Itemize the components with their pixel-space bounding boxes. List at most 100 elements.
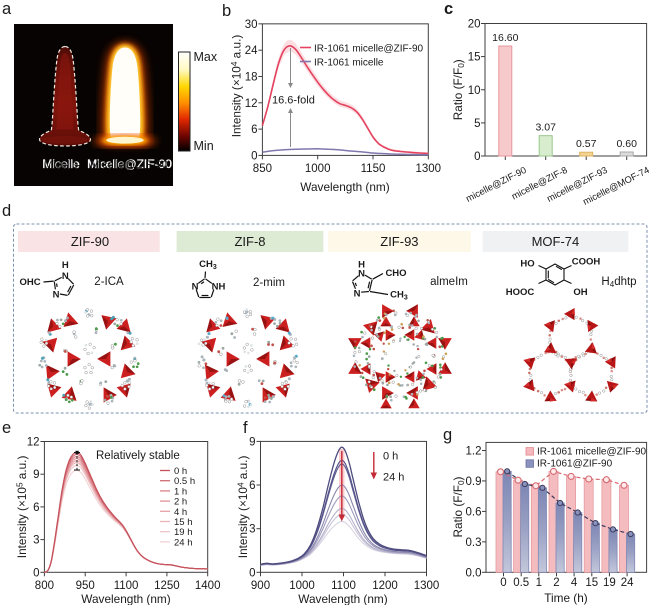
svg-text:N: N (62, 271, 69, 282)
svg-text:HOOC: HOOC (506, 287, 535, 298)
svg-text:3.07: 3.07 (535, 122, 556, 134)
svg-text:1: 1 (536, 577, 542, 589)
svg-text:3: 3 (33, 535, 39, 547)
svg-text:IR-1061@ZIF-90: IR-1061@ZIF-90 (537, 459, 613, 470)
svg-text:Micelle@ZIF-90: Micelle@ZIF-90 (87, 157, 172, 171)
svg-text:Intensity (×105 a.u.): Intensity (×105 a.u.) (15, 456, 29, 559)
svg-text:1.2: 1.2 (466, 446, 482, 458)
svg-text:3: 3 (249, 524, 255, 536)
svg-text:0.3: 0.3 (466, 537, 482, 549)
svg-text:24 h: 24 h (174, 537, 193, 548)
svg-text:0: 0 (500, 577, 506, 589)
svg-text:IR-1061 micelle@ZIF-90: IR-1061 micelle@ZIF-90 (314, 44, 424, 55)
svg-text:0 h: 0 h (174, 466, 187, 477)
svg-text:Micelle@ZIF-90: Micelle@ZIF-90 (90, 159, 168, 171)
svg-text:Time (h): Time (h) (544, 591, 588, 605)
svg-text:19 h: 19 h (174, 527, 193, 538)
svg-text:2-ICA: 2-ICA (94, 276, 124, 288)
svg-text:g: g (443, 426, 452, 444)
svg-text:CH3: CH3 (199, 259, 217, 271)
svg-text:0: 0 (33, 567, 39, 579)
svg-text:f: f (243, 419, 248, 437)
svg-text:18: 18 (245, 72, 258, 84)
svg-text:12: 12 (245, 98, 258, 110)
svg-text:1000: 1000 (289, 580, 315, 592)
svg-text:N: N (354, 289, 361, 300)
svg-text:5: 5 (474, 118, 480, 130)
svg-text:1400: 1400 (195, 580, 221, 592)
svg-text:H: H (358, 260, 365, 271)
svg-text:Relatively stable: Relatively stable (96, 450, 180, 462)
svg-text:6: 6 (33, 502, 39, 514)
svg-text:OHC: OHC (19, 277, 40, 288)
svg-text:H4dhtp: H4dhtp (601, 276, 636, 289)
svg-text:2: 2 (553, 577, 559, 589)
svg-text:Ratio (F/F0): Ratio (F/F0) (451, 59, 466, 120)
svg-text:15 h: 15 h (174, 517, 193, 528)
svg-text:HO: HO (520, 259, 534, 270)
svg-text:19: 19 (603, 577, 616, 589)
svg-text:1000: 1000 (305, 163, 331, 175)
svg-text:900: 900 (251, 580, 270, 592)
svg-text:OH: OH (573, 287, 587, 298)
svg-text:10: 10 (468, 85, 481, 97)
svg-text:Min: Min (194, 139, 214, 153)
svg-text:a: a (2, 0, 12, 18)
svg-text:0.5: 0.5 (513, 577, 529, 589)
svg-text:6: 6 (251, 124, 257, 136)
svg-text:Wavelength (nm): Wavelength (nm) (298, 592, 387, 605)
svg-text:800: 800 (35, 580, 54, 592)
svg-text:ZIF-90: ZIF-90 (71, 234, 109, 249)
svg-text:almeIm: almeIm (430, 276, 468, 288)
svg-text:CHO: CHO (385, 268, 406, 279)
svg-text:Micelle: Micelle (44, 159, 78, 171)
svg-text:N: N (53, 289, 60, 300)
svg-text:N: N (358, 269, 365, 280)
svg-text:ZIF-8: ZIF-8 (234, 234, 265, 249)
svg-text:N: N (192, 282, 199, 293)
svg-text:6: 6 (249, 480, 255, 492)
svg-text:850: 850 (253, 163, 272, 175)
svg-text:CH3: CH3 (390, 290, 408, 302)
svg-text:0: 0 (249, 567, 255, 579)
svg-text:30: 30 (245, 19, 258, 31)
svg-text:1300: 1300 (416, 163, 442, 175)
svg-text:15: 15 (585, 577, 598, 589)
svg-text:NH: NH (212, 282, 226, 293)
svg-text:12: 12 (27, 437, 40, 449)
svg-text:IR-1061 micelle: IR-1061 micelle (314, 58, 384, 69)
svg-text:9: 9 (249, 436, 255, 448)
svg-text:4 h: 4 h (174, 507, 187, 518)
svg-text:1100: 1100 (331, 580, 356, 592)
svg-text:16.60: 16.60 (492, 32, 518, 44)
svg-text:0: 0 (251, 150, 257, 162)
svg-text:24 h: 24 h (383, 472, 404, 484)
svg-text:1300: 1300 (414, 580, 440, 592)
svg-text:Micelle: Micelle (42, 157, 80, 171)
svg-text:0.9: 0.9 (466, 476, 482, 488)
svg-text:24: 24 (245, 45, 258, 57)
svg-text:COOH: COOH (572, 257, 601, 268)
svg-text:2 h: 2 h (174, 497, 187, 508)
svg-text:MOF-74: MOF-74 (532, 234, 580, 249)
svg-text:950: 950 (76, 580, 95, 592)
svg-text:4: 4 (571, 577, 578, 589)
svg-text:16.6-fold: 16.6-fold (272, 95, 315, 107)
svg-text:1100: 1100 (114, 580, 139, 592)
svg-text:Ratio (F/F0): Ratio (F/F0) (451, 476, 466, 537)
svg-text:15: 15 (468, 52, 481, 64)
svg-text:ZIF-93: ZIF-93 (380, 234, 418, 249)
svg-text:20: 20 (468, 19, 481, 31)
svg-text:IR-1061 micelle@ZIF-90: IR-1061 micelle@ZIF-90 (537, 447, 647, 458)
svg-text:Wavelength (nm): Wavelength (nm) (81, 592, 170, 605)
svg-text:Intensity (×104 a.u.): Intensity (×104 a.u.) (236, 456, 250, 559)
svg-text:0.0: 0.0 (466, 567, 482, 579)
svg-text:Max: Max (194, 50, 218, 64)
svg-text:1 h: 1 h (174, 486, 187, 497)
svg-text:9: 9 (33, 469, 39, 481)
svg-text:c: c (444, 0, 453, 18)
svg-text:0.6: 0.6 (466, 506, 482, 518)
svg-text:0: 0 (474, 151, 480, 163)
svg-text:0.57: 0.57 (576, 138, 597, 150)
svg-text:0.60: 0.60 (616, 138, 637, 150)
